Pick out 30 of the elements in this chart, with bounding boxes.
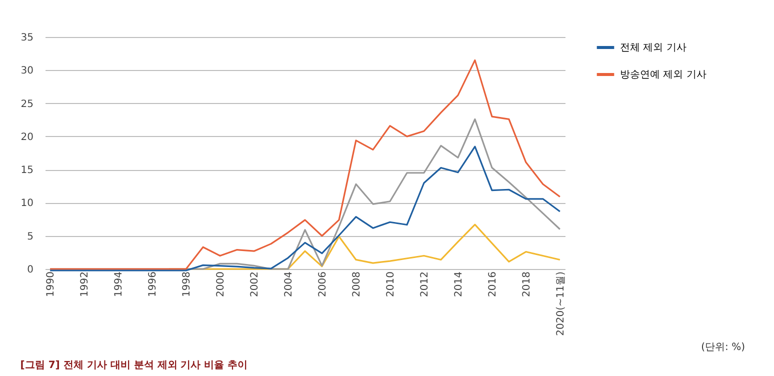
x-tick-label: 2014 (453, 272, 464, 297)
y-tick-label: 30 (20, 66, 34, 77)
line-series (49, 146, 561, 272)
text: (단위: %) (701, 342, 746, 353)
x-tick-label: 2016 (487, 272, 498, 297)
x-tick-label: 1992 (80, 272, 91, 297)
x-tick-label: 2010 (385, 272, 396, 297)
y-tick-label: 5 (27, 231, 34, 242)
x-tick-label: 2020(~11월) (555, 271, 566, 336)
x-tick-label: 2012 (419, 272, 430, 297)
y-tick-label: 25 (20, 98, 34, 110)
y-tick-label: 35 (20, 32, 34, 44)
y-tick-label: 20 (20, 132, 34, 143)
x-tick-label: 2018 (521, 272, 532, 297)
x-tick-label: 2008 (351, 272, 362, 297)
x-tick-label: 2006 (317, 272, 328, 297)
text: [그림 7] 전체 기사 대비 분석 제외 기사 비율 추이 (20, 360, 248, 371)
line-series (49, 59, 561, 270)
x-tick-label: 2004 (284, 272, 295, 297)
x-tick-label: 1996 (148, 272, 159, 297)
x-tick-label: 1990 (46, 272, 57, 297)
x-tick-label: 1994 (114, 272, 125, 297)
y-tick-label: 10 (20, 198, 34, 210)
x-tick-label: 2002 (250, 272, 261, 297)
legend-label: 전체 제외 기사 (620, 42, 686, 54)
x-tick-label: 2000 (216, 272, 227, 297)
x-tick-label: 1998 (182, 272, 193, 297)
y-tick-label: 0 (27, 264, 34, 276)
legend-label: 방송연예 제외 기사 (620, 70, 706, 80)
y-tick-label: 15 (20, 165, 34, 176)
